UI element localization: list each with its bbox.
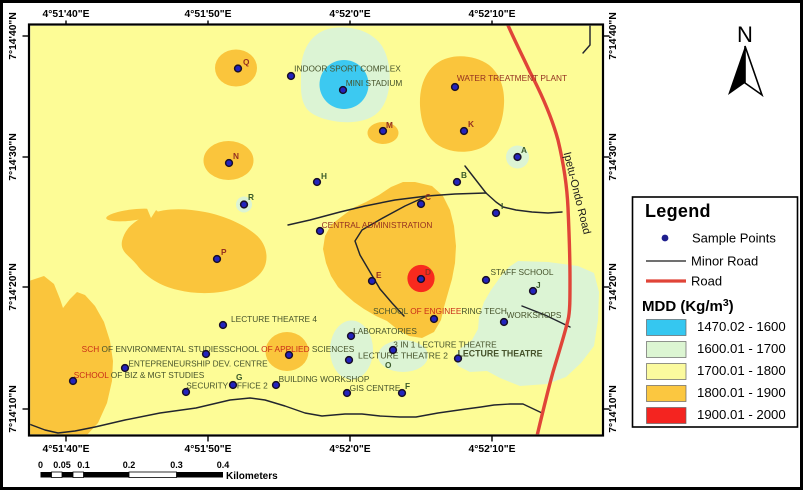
svg-text:0.05: 0.05 bbox=[53, 460, 71, 470]
svg-text:7°14'10"N: 7°14'10"N bbox=[608, 385, 619, 433]
svg-text:ENTEPRENEURSHIP DEV. CENTRE: ENTEPRENEURSHIP DEV. CENTRE bbox=[128, 359, 268, 369]
svg-text:G: G bbox=[236, 372, 242, 382]
svg-text:7°14'20"N: 7°14'20"N bbox=[608, 263, 619, 311]
svg-text:4°51'40"E: 4°51'40"E bbox=[43, 444, 90, 455]
svg-text:SCH OF ENVIRONMENTAL STUDIESSC: SCH OF ENVIRONMENTAL STUDIESSCHOOL OF AP… bbox=[82, 344, 355, 354]
svg-text:4°51'50"E: 4°51'50"E bbox=[185, 9, 232, 20]
svg-text:7°14'30"N: 7°14'30"N bbox=[608, 133, 619, 181]
svg-text:7°14'40"N: 7°14'40"N bbox=[608, 12, 619, 60]
svg-text:1470.02 - 1600: 1470.02 - 1600 bbox=[697, 319, 786, 334]
svg-text:H: H bbox=[321, 171, 327, 181]
svg-text:LECTURE THEATRE 2: LECTURE THEATRE 2 bbox=[358, 351, 448, 361]
svg-text:GIS CENTRE: GIS CENTRE bbox=[350, 383, 401, 393]
svg-text:O: O bbox=[385, 360, 392, 370]
svg-text:E: E bbox=[376, 270, 382, 280]
svg-text:CENTRAL ADMINISTRATION: CENTRAL ADMINISTRATION bbox=[322, 220, 433, 230]
svg-text:Kilometers: Kilometers bbox=[226, 471, 278, 482]
svg-text:4°52'10"E: 4°52'10"E bbox=[469, 9, 516, 20]
svg-text:3 IN 1 LECTURE THEATRE: 3 IN 1 LECTURE THEATRE bbox=[393, 340, 497, 350]
svg-text:M: M bbox=[386, 120, 393, 130]
svg-text:1900.01 - 2000: 1900.01 - 2000 bbox=[697, 407, 786, 422]
svg-text:MINI STADIUM: MINI STADIUM bbox=[346, 78, 403, 88]
svg-text:7°14'10"N: 7°14'10"N bbox=[8, 385, 19, 433]
svg-text:A: A bbox=[521, 145, 527, 155]
svg-text:K: K bbox=[468, 119, 474, 129]
svg-text:R: R bbox=[248, 192, 254, 202]
svg-text:4°51'50"E: 4°51'50"E bbox=[185, 444, 232, 455]
svg-text:C: C bbox=[425, 192, 431, 202]
svg-text:0.1: 0.1 bbox=[77, 460, 90, 470]
svg-text:MDD (Kg/m3): MDD (Kg/m3) bbox=[642, 297, 734, 315]
svg-text:7°14'40"N: 7°14'40"N bbox=[8, 12, 19, 60]
svg-text:Legend: Legend bbox=[645, 201, 711, 221]
svg-text:N: N bbox=[737, 22, 753, 47]
svg-text:0: 0 bbox=[38, 460, 43, 470]
svg-text:LABORATORIES: LABORATORIES bbox=[353, 326, 417, 336]
svg-text:J: J bbox=[536, 280, 541, 290]
svg-text:WATER TREATMENT PLANT: WATER TREATMENT PLANT bbox=[457, 73, 567, 83]
svg-text:STAFF SCHOOL: STAFF SCHOOL bbox=[490, 267, 553, 277]
svg-text:4°51'40"E: 4°51'40"E bbox=[43, 9, 90, 20]
svg-text:SCHOOL OF ENGINEERING TECH: SCHOOL OF ENGINEERING TECH bbox=[373, 306, 507, 316]
svg-text:0.2: 0.2 bbox=[123, 460, 136, 470]
svg-text:0.4: 0.4 bbox=[217, 460, 230, 470]
svg-text:Road: Road bbox=[691, 274, 722, 289]
svg-text:D: D bbox=[425, 267, 431, 277]
svg-text:SCHOOL OF BIZ & MGT STUDIES: SCHOOL OF BIZ & MGT STUDIES bbox=[74, 370, 205, 380]
svg-text:I: I bbox=[501, 201, 503, 211]
svg-text:1700.01 - 1800: 1700.01 - 1800 bbox=[697, 363, 786, 378]
svg-text:LECTURE THEATRE 4: LECTURE THEATRE 4 bbox=[231, 314, 317, 324]
svg-text:4°52'10"E: 4°52'10"E bbox=[469, 444, 516, 455]
svg-text:1800.01 - 1900: 1800.01 - 1900 bbox=[697, 385, 786, 400]
svg-text:7°14'20"N: 7°14'20"N bbox=[8, 263, 19, 311]
svg-text:4°52'0"E: 4°52'0"E bbox=[329, 9, 370, 20]
svg-text:F: F bbox=[405, 381, 410, 391]
svg-text:4°52'0"E: 4°52'0"E bbox=[329, 444, 370, 455]
svg-text:0.3: 0.3 bbox=[170, 460, 183, 470]
svg-text:1600.01 - 1700: 1600.01 - 1700 bbox=[697, 341, 786, 356]
svg-text:B: B bbox=[461, 170, 467, 180]
svg-text:LECTURE THEATRE: LECTURE THEATRE bbox=[458, 349, 543, 359]
svg-text:BUILDING WORKSHOP: BUILDING WORKSHOP bbox=[279, 374, 370, 384]
svg-text:P: P bbox=[221, 247, 227, 257]
svg-text:7°14'30"N: 7°14'30"N bbox=[8, 133, 19, 181]
svg-text:N: N bbox=[233, 151, 239, 161]
svg-text:WORKSHOPS: WORKSHOPS bbox=[507, 310, 562, 320]
svg-text:Q: Q bbox=[243, 57, 250, 67]
svg-text:Minor Road: Minor Road bbox=[691, 254, 758, 269]
svg-text:INDOOR SPORT COMPLEX: INDOOR SPORT COMPLEX bbox=[294, 64, 401, 74]
svg-text:Sample Points: Sample Points bbox=[692, 231, 776, 246]
svg-text:SECURITY OFFICE 2: SECURITY OFFICE 2 bbox=[186, 381, 268, 391]
